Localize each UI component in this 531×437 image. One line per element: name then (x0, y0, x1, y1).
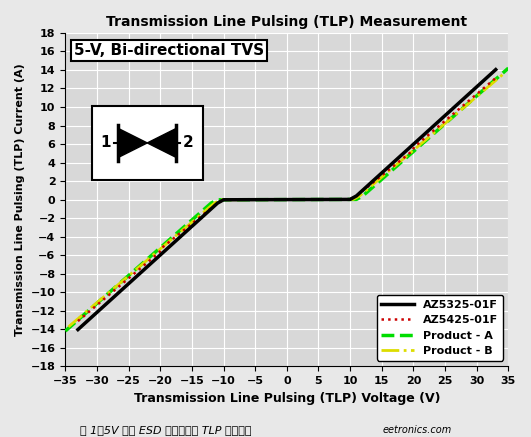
Product - A (441, 122, 447, 128)
Product - A (333, 197, 340, 202)
Product - B (138, 263, 144, 268)
Text: 2: 2 (183, 135, 194, 150)
Product - A (152, 250, 158, 255)
Bar (92, 106, 203, 180)
Line: Product - A: Product - A (65, 68, 508, 331)
Text: 图 1：5V 双向 ESD 保护组件的 TLP 测试曲线: 图 1：5V 双向 ESD 保护组件的 TLP 测试曲线 (80, 425, 251, 435)
Text: 5-V, Bi-directional TVS: 5-V, Bi-directional TVS (74, 43, 264, 58)
AZ5325-01F (397, 154, 403, 159)
Product - B (65, 324, 72, 329)
AZ5325-01F (160, 249, 167, 254)
Product - A (62, 329, 68, 334)
AZ5425-01F (431, 128, 437, 133)
AZ5425-01F (160, 244, 167, 249)
Product - B (438, 125, 444, 130)
Y-axis label: Transmission Line Pulsing (TLP) Current (A): Transmission Line Pulsing (TLP) Current … (15, 63, 25, 336)
Polygon shape (118, 128, 147, 158)
Product - A (415, 144, 422, 149)
AZ5325-01F (493, 67, 499, 72)
AZ5425-01F (75, 319, 81, 324)
AZ5325-01F (431, 123, 437, 128)
Text: 1: 1 (101, 135, 111, 150)
AZ5425-01F (144, 260, 150, 266)
Product - B (155, 248, 161, 253)
Product - B (412, 146, 418, 151)
Line: AZ5425-01F: AZ5425-01F (78, 78, 496, 321)
Product - B (402, 155, 408, 160)
X-axis label: Transmission Line Pulsing (TLP) Voltage (V): Transmission Line Pulsing (TLP) Voltage … (134, 392, 440, 405)
Product - A (505, 66, 511, 71)
Product - A (134, 265, 141, 271)
Legend: AZ5325-01F, AZ5425-01F, Product - A, Product - B: AZ5325-01F, AZ5425-01F, Product - A, Pro… (376, 295, 503, 361)
Product - B (502, 70, 508, 75)
AZ5425-01F (407, 150, 413, 156)
AZ5425-01F (329, 197, 335, 202)
Text: eetronics.com: eetronics.com (382, 425, 451, 435)
AZ5325-01F (144, 264, 150, 270)
AZ5325-01F (329, 197, 335, 202)
Line: Product - B: Product - B (68, 73, 505, 327)
AZ5425-01F (397, 158, 403, 163)
AZ5325-01F (75, 327, 81, 332)
Product - A (405, 153, 412, 159)
Title: Transmission Line Pulsing (TLP) Measurement: Transmission Line Pulsing (TLP) Measurem… (106, 15, 467, 29)
Product - B (331, 197, 338, 202)
Line: AZ5325-01F: AZ5325-01F (78, 69, 496, 329)
AZ5325-01F (407, 145, 413, 150)
Polygon shape (147, 128, 176, 158)
AZ5425-01F (493, 76, 499, 81)
